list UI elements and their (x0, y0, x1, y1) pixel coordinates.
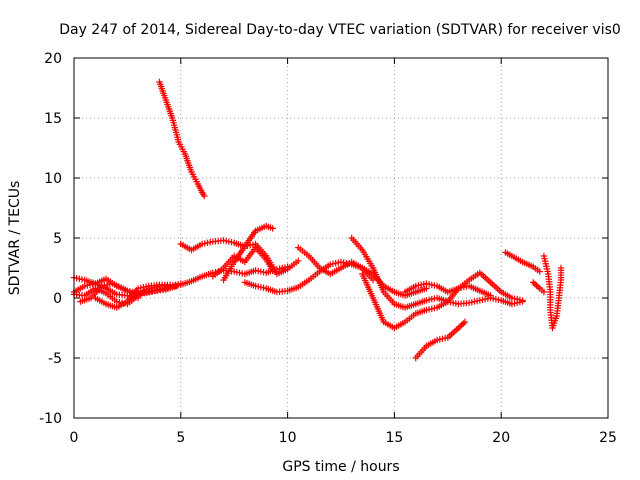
x-tick-label: 0 (70, 430, 79, 446)
data-point (540, 288, 548, 296)
data-points (70, 78, 565, 362)
data-point (295, 257, 302, 264)
y-tick-label: 5 (53, 231, 62, 247)
y-tick-label: 15 (44, 111, 62, 127)
series-arc-k (295, 244, 430, 299)
data-point (461, 318, 469, 326)
series-arc-n (401, 269, 526, 304)
series-arc-e (70, 280, 142, 302)
data-point (269, 225, 276, 232)
data-point (456, 323, 464, 330)
y-axis-label: SDTVAR / TECUs (7, 181, 23, 296)
data-point (177, 280, 184, 287)
data-point (534, 283, 542, 291)
series-arc-o (412, 318, 469, 362)
data-point (487, 292, 494, 299)
chart-title: Day 247 of 2014, Sidereal Day-to-day VTE… (59, 22, 621, 38)
data-point (519, 297, 526, 304)
y-tick-label: 0 (53, 291, 62, 307)
data-point (173, 282, 180, 290)
data-point (557, 264, 565, 272)
x-tick-label: 10 (279, 430, 297, 446)
y-tick-label: 20 (44, 51, 62, 67)
y-tick-label: -10 (39, 411, 62, 427)
data-point (536, 268, 543, 275)
data-point (458, 321, 465, 329)
x-tick-label: 25 (599, 430, 617, 446)
data-point (533, 282, 540, 289)
series-arc-h (220, 222, 276, 284)
x-tick-label: 20 (492, 430, 510, 446)
grid-lines (74, 58, 608, 418)
data-point (369, 276, 377, 284)
x-tick-label: 5 (176, 430, 185, 446)
data-point (460, 320, 467, 327)
series-arc-d (92, 281, 174, 311)
series-arc-i (209, 244, 276, 280)
series-arc-p (502, 249, 543, 275)
series-arc-c (77, 280, 180, 305)
y-tick-label: -5 (48, 351, 62, 367)
data-point (166, 281, 174, 288)
data-point (134, 294, 142, 302)
data-point (530, 279, 537, 286)
series-arc-r (540, 252, 565, 332)
x-tick-label: 15 (385, 430, 403, 446)
plot-frame (73, 57, 609, 419)
axis-ticks: 0 5 10 15 20 25 -10 -5 0 5 10 15 20 (39, 51, 617, 446)
series-arc-m (359, 270, 494, 332)
y-tick-label: 10 (44, 171, 62, 187)
x-axis-label: GPS time / hours (282, 459, 399, 475)
series-arc-f (156, 78, 208, 200)
data-point (269, 267, 276, 274)
series-arc-q (530, 279, 548, 296)
data-point (201, 192, 208, 200)
data-point (531, 280, 539, 288)
